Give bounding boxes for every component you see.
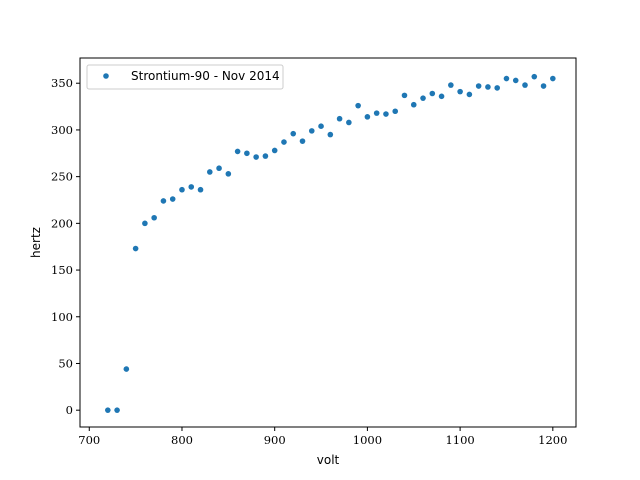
data-point xyxy=(271,147,278,154)
data-point xyxy=(188,184,195,190)
data-point xyxy=(234,148,241,155)
data-point xyxy=(410,101,417,108)
data-point xyxy=(355,102,361,109)
legend-entry: Strontium-90 - Nov 2014 xyxy=(131,69,280,83)
data-point xyxy=(540,83,547,89)
data-point xyxy=(336,115,343,122)
data-point xyxy=(512,77,519,84)
data-point xyxy=(448,82,454,88)
data-point xyxy=(420,95,426,101)
data-point xyxy=(522,82,528,88)
data-point xyxy=(364,114,371,120)
data-point xyxy=(373,110,380,116)
data-point xyxy=(475,83,482,89)
data-points xyxy=(105,73,556,413)
data-point xyxy=(327,131,334,138)
data-point xyxy=(132,245,139,252)
data-point xyxy=(123,366,130,372)
y-axis-label: hertz xyxy=(29,227,43,258)
data-point xyxy=(318,123,324,129)
x-axis-ticks: 700 800 900 1000 1100 1200 xyxy=(78,427,567,447)
data-point xyxy=(114,407,120,413)
data-point xyxy=(179,186,185,193)
x-tick-label: 800 xyxy=(171,433,193,447)
data-point xyxy=(346,119,352,126)
y-tick-label: 200 xyxy=(51,216,73,230)
y-tick-label: 0 xyxy=(66,403,73,417)
x-tick-label: 1200 xyxy=(538,433,567,447)
y-tick-label: 100 xyxy=(51,310,73,324)
y-tick-label: 300 xyxy=(51,123,73,137)
data-point xyxy=(466,91,473,98)
y-axis-ticks: 0 50 100 150 200 250 300 350 xyxy=(51,76,80,417)
data-point xyxy=(281,139,287,145)
data-point xyxy=(503,75,510,82)
data-point xyxy=(299,138,306,144)
data-point xyxy=(290,130,297,137)
plot-area xyxy=(79,57,577,428)
x-tick-label: 1000 xyxy=(353,433,382,447)
y-tick-label: 250 xyxy=(51,170,73,184)
legend-box xyxy=(86,64,284,90)
data-point xyxy=(253,154,259,160)
data-point xyxy=(485,84,491,90)
data-point xyxy=(531,73,538,80)
data-point xyxy=(457,88,463,95)
data-point xyxy=(160,198,167,204)
data-point xyxy=(142,220,148,227)
legend: Strontium-90 - Nov 2014 xyxy=(86,64,284,90)
data-point xyxy=(383,111,389,117)
y-tick-label: 50 xyxy=(58,356,73,370)
y-tick-label: 350 xyxy=(51,76,73,90)
y-tick-label: 150 xyxy=(51,263,73,277)
data-point xyxy=(244,150,250,157)
data-point xyxy=(197,186,204,193)
data-point xyxy=(401,92,408,99)
data-point xyxy=(225,171,232,177)
data-point xyxy=(169,196,176,202)
data-point xyxy=(105,407,111,413)
legend-marker xyxy=(103,73,109,79)
data-point xyxy=(438,93,445,100)
data-point xyxy=(550,75,556,82)
x-axis-label: volt xyxy=(317,453,340,467)
data-point xyxy=(308,128,315,134)
x-tick-label: 700 xyxy=(78,433,100,447)
axes-frame xyxy=(79,57,577,428)
data-point xyxy=(392,108,399,115)
data-point xyxy=(216,165,222,172)
data-point xyxy=(262,153,269,159)
x-tick-label: 900 xyxy=(264,433,286,447)
x-tick-label: 1100 xyxy=(445,433,474,447)
data-point xyxy=(206,169,213,175)
data-point xyxy=(494,85,500,91)
data-point xyxy=(151,214,157,221)
data-point xyxy=(429,90,436,97)
